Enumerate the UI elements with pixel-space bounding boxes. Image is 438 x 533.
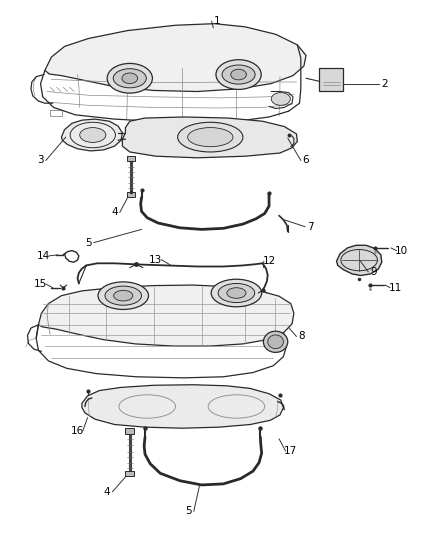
Text: 11: 11 [389, 282, 402, 293]
Text: 4: 4 [111, 207, 118, 217]
Polygon shape [39, 285, 294, 346]
Text: 16: 16 [71, 426, 84, 436]
Ellipse shape [268, 335, 283, 349]
Ellipse shape [227, 288, 246, 298]
Text: 5: 5 [185, 506, 192, 516]
Text: 13: 13 [149, 255, 162, 264]
Polygon shape [61, 119, 122, 151]
Ellipse shape [80, 127, 106, 142]
Text: 9: 9 [370, 267, 377, 277]
Text: 4: 4 [104, 487, 110, 497]
Ellipse shape [222, 65, 255, 84]
Text: 10: 10 [395, 246, 408, 256]
Text: 7: 7 [307, 222, 314, 232]
FancyBboxPatch shape [125, 471, 134, 477]
Text: 1: 1 [213, 16, 220, 26]
Ellipse shape [107, 63, 152, 93]
Ellipse shape [114, 290, 133, 301]
Ellipse shape [271, 93, 290, 106]
Ellipse shape [231, 69, 247, 80]
Text: 17: 17 [284, 446, 297, 456]
FancyBboxPatch shape [127, 192, 135, 197]
Text: 15: 15 [34, 279, 47, 289]
Ellipse shape [218, 284, 254, 303]
Text: 8: 8 [298, 332, 305, 342]
Text: 6: 6 [303, 156, 309, 165]
Text: 12: 12 [262, 256, 276, 266]
Text: 14: 14 [37, 251, 50, 261]
Ellipse shape [113, 69, 146, 88]
Polygon shape [45, 23, 306, 92]
Ellipse shape [122, 73, 138, 84]
FancyBboxPatch shape [319, 68, 343, 91]
Polygon shape [336, 245, 382, 276]
Text: 2: 2 [381, 78, 388, 88]
Ellipse shape [211, 279, 261, 307]
Ellipse shape [178, 122, 243, 152]
Text: 3: 3 [37, 156, 44, 165]
Ellipse shape [105, 286, 141, 305]
FancyBboxPatch shape [127, 156, 135, 161]
Polygon shape [82, 385, 283, 428]
Text: 5: 5 [85, 238, 92, 248]
Ellipse shape [98, 282, 148, 310]
FancyBboxPatch shape [125, 428, 134, 433]
Ellipse shape [187, 127, 233, 147]
Polygon shape [122, 117, 297, 158]
Ellipse shape [216, 60, 261, 90]
Ellipse shape [263, 331, 288, 352]
